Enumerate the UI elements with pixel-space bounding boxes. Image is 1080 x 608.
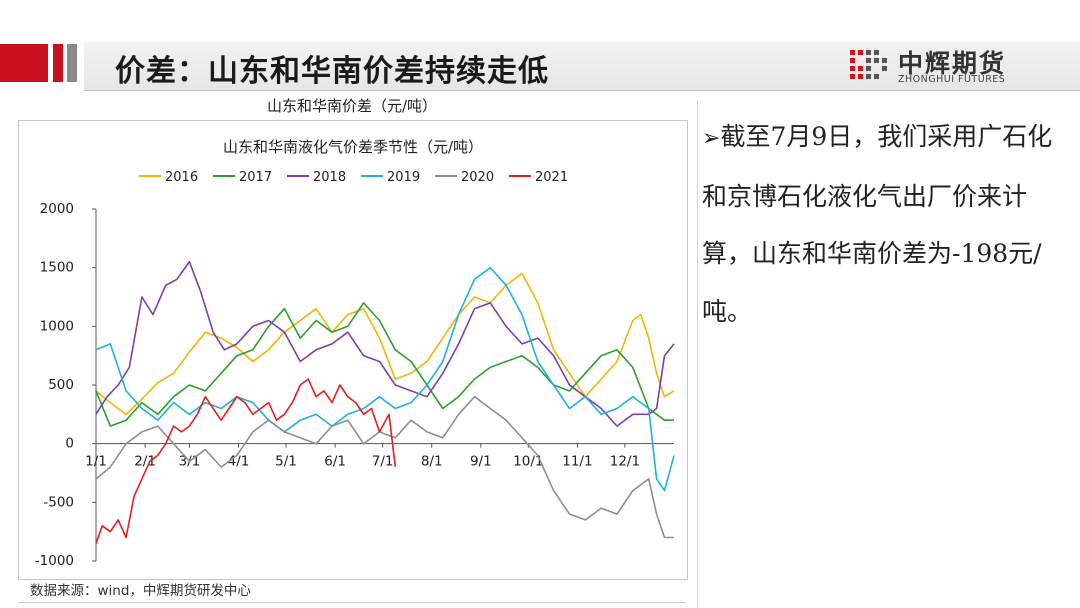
series-line-2020 [95,395,674,539]
vertical-divider [697,100,698,608]
seasonal-line-chart: 山东和华南液化气价差季节性（元/吨） 2016 2017 2018 2019 2020 20… [35,138,675,569]
logo-text-cn: 中辉期货 [898,49,1007,78]
y-tick-label: 500 [48,377,74,393]
x-tick-label: 2/1 [134,454,156,470]
bullet-arrow-icon: ➢ [702,126,721,151]
legend-label-2021: 2021 [535,170,568,185]
x-tick-label: 5/1 [275,454,297,470]
y-tick-label: 1000 [40,318,74,334]
x-tick-label: 12/1 [610,454,640,470]
x-tick-label: 7/1 [372,454,394,470]
y-tick-label: -500 [43,494,74,510]
legend-label-2017: 2017 [239,170,272,185]
bottom-divider [18,602,686,603]
series-line-2019 [95,266,675,492]
x-tick-label: 1/1 [85,454,107,470]
logo-mark-icon [850,50,887,79]
x-tick-label: 4/1 [228,454,250,470]
series-line-2021 [95,378,397,544]
chart-caption: 山东和华南价差（元/吨） [266,97,438,115]
legend-label-2020: 2020 [461,170,494,185]
y-tick-label: 2000 [40,201,74,217]
header-red-block [0,44,48,82]
page-title: 价差：山东和华南价差持续走低 [115,54,549,89]
slide-header: 价差：山东和华南价差持续走低 中辉期货 ZHONGHUI FUTURES [0,0,1080,91]
x-tick-label: 11/1 [562,454,592,470]
x-tick-label: 8/1 [421,454,443,470]
x-tick-label: 9/1 [470,454,492,470]
note-text: 截至7月9日，我们采用广石化和京博石化液化气出厂价来计算，山东和华南价差为-19… [702,122,1053,326]
y-tick-label: 1500 [40,260,74,276]
y-tick-label: -1000 [35,553,74,569]
chart-frame: 山东和华南液化气价差季节性（元/吨） 2016 2017 2018 2019 2020 20… [18,120,688,580]
legend-label-2019: 2019 [387,170,420,185]
legend-label-2018: 2018 [313,170,346,185]
header-gray-bar [67,44,77,82]
header-band [84,42,1080,91]
series-line-2016 [95,272,675,416]
series-line-2017 [95,302,674,427]
company-logo: 中辉期货 ZHONGHUI FUTURES [850,44,1030,88]
chart-title: 山东和华南液化气价差季节性（元/吨） [223,138,483,156]
y-tick-label: 0 [65,436,74,452]
legend-label-2016: 2016 [165,170,198,185]
header-red-bar [53,44,63,82]
x-tick-label: 6/1 [324,454,346,470]
logo-text-en: ZHONGHUI FUTURES [898,74,1006,85]
data-source: 数据来源：wind，中辉期货研发中心 [30,583,251,599]
commentary-note: ➢截至7月9日，我们采用广石化和京博石化液化气出厂价来计算，山东和华南价差为-1… [702,108,1062,340]
x-tick-label: 10/1 [513,454,543,470]
